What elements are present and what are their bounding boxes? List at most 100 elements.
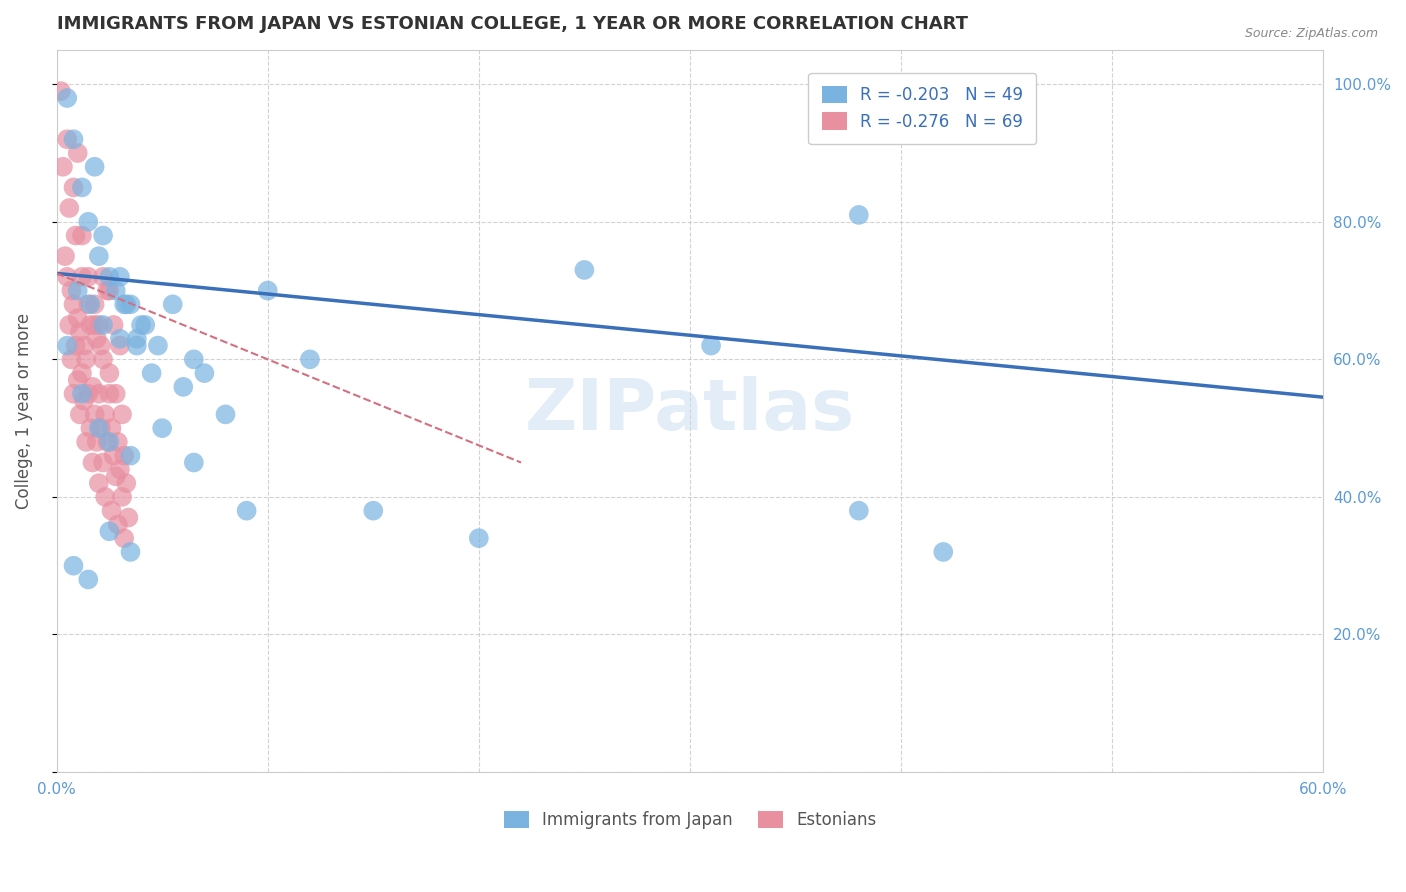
Point [120,545,142,559]
Point [77,215,100,229]
Point [73,393,96,408]
Point [103,318,125,332]
Point [104,386,127,401]
Point [56,269,79,284]
Point [83,160,105,174]
Point [66,284,89,298]
Point [91,228,114,243]
Point [361,504,384,518]
Point [79,318,101,332]
Point [129,318,152,332]
Point [100,504,122,518]
Point [103,449,125,463]
Point [107,517,129,532]
Point [69,408,91,422]
Point [141,366,163,380]
Point [62,132,84,146]
Point [111,490,134,504]
Point [96,284,118,298]
Point [66,311,89,326]
Point [848,208,870,222]
Point [56,132,79,146]
Point [256,284,278,298]
Point [146,338,169,352]
Point [107,434,129,449]
Point [108,269,131,284]
Point [117,510,139,524]
Point [77,269,100,284]
Point [90,338,112,352]
Point [91,269,114,284]
Point [62,386,84,401]
Point [56,338,79,352]
Text: Source: ZipAtlas.com: Source: ZipAtlas.com [1244,27,1378,40]
Legend: Immigrants from Japan, Estonians: Immigrants from Japan, Estonians [496,805,883,836]
Point [65,228,87,243]
Point [98,434,121,449]
Point [94,408,117,422]
Point [468,531,491,545]
Point [104,284,127,298]
Point [120,297,142,311]
Point [70,228,93,243]
Point [58,318,80,332]
Point [70,366,93,380]
Point [83,408,105,422]
Point [65,338,87,352]
Point [112,297,135,311]
Point [77,386,100,401]
Point [83,297,105,311]
Point [82,456,104,470]
Point [86,332,108,346]
Point [73,338,96,352]
Point [848,504,870,518]
Point [91,456,114,470]
Point [53,249,76,263]
Point [87,421,110,435]
Point [112,531,135,545]
Point [70,386,93,401]
Point [193,366,215,380]
Point [98,284,121,298]
Point [574,263,596,277]
Point [235,504,257,518]
Point [70,269,93,284]
Text: IMMIGRANTS FROM JAPAN VS ESTONIAN COLLEGE, 1 YEAR OR MORE CORRELATION CHART: IMMIGRANTS FROM JAPAN VS ESTONIAN COLLEG… [56,15,967,33]
Point [70,180,93,194]
Point [94,490,117,504]
Point [932,545,955,559]
Y-axis label: College, 1 year or more: College, 1 year or more [15,313,32,509]
Point [96,434,118,449]
Point [120,449,142,463]
Point [52,160,75,174]
Point [87,476,110,491]
Point [77,297,100,311]
Point [87,249,110,263]
Point [104,469,127,483]
Point [183,352,205,367]
Point [172,380,194,394]
Point [91,352,114,367]
Point [60,352,83,367]
Point [108,332,131,346]
Point [75,352,97,367]
Point [108,338,131,352]
Point [60,284,83,298]
Point [86,434,108,449]
Point [111,408,134,422]
Point [115,476,138,491]
Point [115,297,138,311]
Point [134,318,156,332]
Point [108,462,131,476]
Point [62,558,84,573]
Point [98,269,121,284]
Point [125,332,148,346]
Text: ZIPatlas: ZIPatlas [524,376,855,445]
Point [58,201,80,215]
Point [66,146,89,161]
Point [83,318,105,332]
Point [69,325,91,339]
Point [77,573,100,587]
Point [98,524,121,539]
Point [79,421,101,435]
